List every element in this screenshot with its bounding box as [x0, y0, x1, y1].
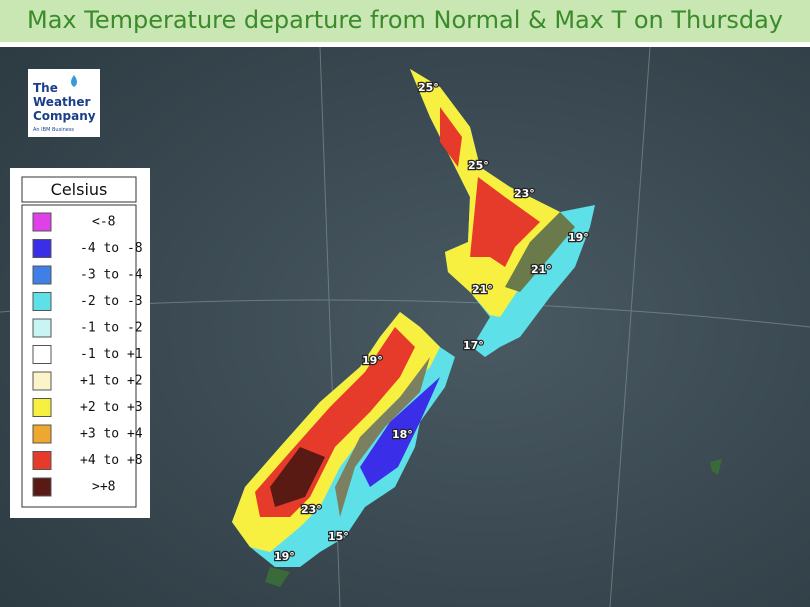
logo-text: Weather	[33, 95, 90, 109]
legend-label: +1 to +2	[80, 374, 143, 389]
temperature-label: 25°	[418, 81, 439, 94]
legend-title: Celsius	[51, 180, 108, 199]
south-island	[232, 312, 455, 587]
legend-swatch	[32, 451, 52, 470]
legend-label: +2 to +3	[80, 400, 143, 415]
legend-label: +4 to +8	[80, 453, 143, 468]
temperature-label: 19°	[274, 550, 295, 563]
legend-label: +3 to +4	[80, 427, 143, 442]
temperature-label: 23°	[514, 187, 535, 200]
legend-label: -1 to -2	[80, 321, 143, 336]
temperature-label: 18°	[392, 428, 413, 441]
north-island	[410, 69, 595, 357]
legend-swatch	[32, 477, 52, 497]
logo-text: The	[33, 81, 58, 95]
legend-swatch	[32, 398, 52, 417]
legend-swatch	[32, 424, 52, 444]
legend-swatch	[32, 239, 52, 258]
temperature-label: 23°	[301, 503, 322, 516]
temperature-label: 17°	[463, 339, 484, 352]
legend-swatch	[32, 212, 52, 232]
legend-swatch	[32, 292, 52, 311]
legend-swatch	[32, 371, 52, 391]
temperature-label: 19°	[362, 354, 383, 367]
legend-label: >+8	[92, 480, 115, 495]
temperature-label: 15°	[328, 530, 349, 543]
logo-text: Company	[33, 109, 96, 123]
legend-label: <-8	[92, 215, 115, 230]
temperature-label: 19°	[568, 231, 589, 244]
legend-swatch	[32, 345, 52, 364]
chatham-islands	[710, 459, 722, 475]
legend-swatch	[32, 318, 52, 338]
legend: Celsius <-8 -4 to -8 -3 to -4 -2 to -3 -1 to …	[10, 168, 150, 518]
temperature-label: 21°	[472, 283, 493, 296]
legend-label: -4 to -8	[80, 241, 143, 256]
temperature-label: 25°	[468, 159, 489, 172]
logo-tagline: An IBM Business	[33, 127, 74, 133]
legend-swatch	[32, 265, 52, 285]
legend-label: -1 to +1	[80, 347, 143, 362]
legend-label: -3 to -4	[80, 268, 143, 283]
legend-label: -2 to -3	[80, 294, 143, 309]
title-bar: Max Temperature departure from Normal & …	[0, 0, 810, 42]
temperature-label: 21°	[531, 263, 552, 276]
